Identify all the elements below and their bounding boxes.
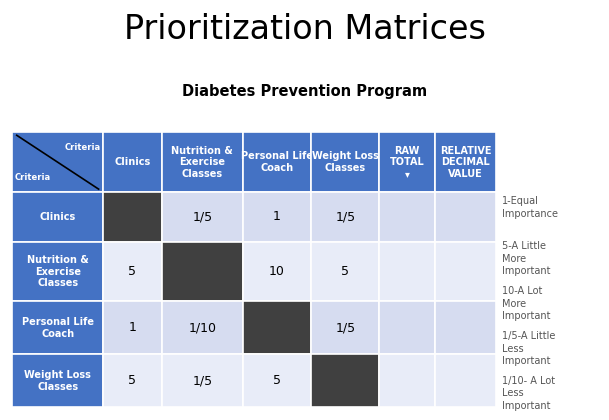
Text: Weight Loss
Classes: Weight Loss Classes bbox=[312, 151, 379, 173]
Text: Prioritization Matrices: Prioritization Matrices bbox=[124, 13, 485, 46]
Text: 1/5: 1/5 bbox=[192, 374, 213, 387]
Text: 10: 10 bbox=[269, 265, 285, 278]
Text: 1/5: 1/5 bbox=[192, 210, 213, 223]
Text: Nutrition &
Exercise
Classes: Nutrition & Exercise Classes bbox=[27, 255, 88, 288]
Text: Criteria: Criteria bbox=[65, 143, 101, 152]
Text: 1/10- A Lot
Less
Important: 1/10- A Lot Less Important bbox=[502, 376, 555, 411]
Text: 5-A Little
More
Important: 5-A Little More Important bbox=[502, 241, 551, 276]
Text: 5: 5 bbox=[128, 265, 136, 278]
Text: Criteria: Criteria bbox=[14, 173, 51, 182]
Text: Personal Life
Coach: Personal Life Coach bbox=[22, 317, 94, 339]
Text: Clinics: Clinics bbox=[114, 157, 150, 167]
Text: 1/10: 1/10 bbox=[188, 321, 216, 334]
Text: 5: 5 bbox=[128, 374, 136, 387]
Text: Nutrition &
Exercise
Classes: Nutrition & Exercise Classes bbox=[171, 146, 233, 179]
Text: Clinics: Clinics bbox=[40, 212, 76, 222]
Text: 10-A Lot
More
Important: 10-A Lot More Important bbox=[502, 286, 551, 321]
Text: 1: 1 bbox=[128, 321, 136, 334]
Text: RAW
TOTAL
▾: RAW TOTAL ▾ bbox=[390, 146, 424, 179]
Text: Diabetes Prevention Program: Diabetes Prevention Program bbox=[182, 84, 427, 99]
Text: 5: 5 bbox=[273, 374, 281, 387]
Text: Personal Life
Coach: Personal Life Coach bbox=[241, 151, 313, 173]
Text: 1/5: 1/5 bbox=[335, 210, 355, 223]
Text: 1/5: 1/5 bbox=[335, 321, 355, 334]
Text: 5: 5 bbox=[341, 265, 349, 278]
Text: 1-Equal
Importance: 1-Equal Importance bbox=[502, 196, 558, 219]
Text: Weight Loss
Classes: Weight Loss Classes bbox=[24, 370, 91, 392]
Text: RELATIVE
DECIMAL
VALUE: RELATIVE DECIMAL VALUE bbox=[440, 146, 491, 179]
Text: 1/5-A Little
Less
Important: 1/5-A Little Less Important bbox=[502, 331, 556, 366]
Text: 1: 1 bbox=[273, 210, 281, 223]
